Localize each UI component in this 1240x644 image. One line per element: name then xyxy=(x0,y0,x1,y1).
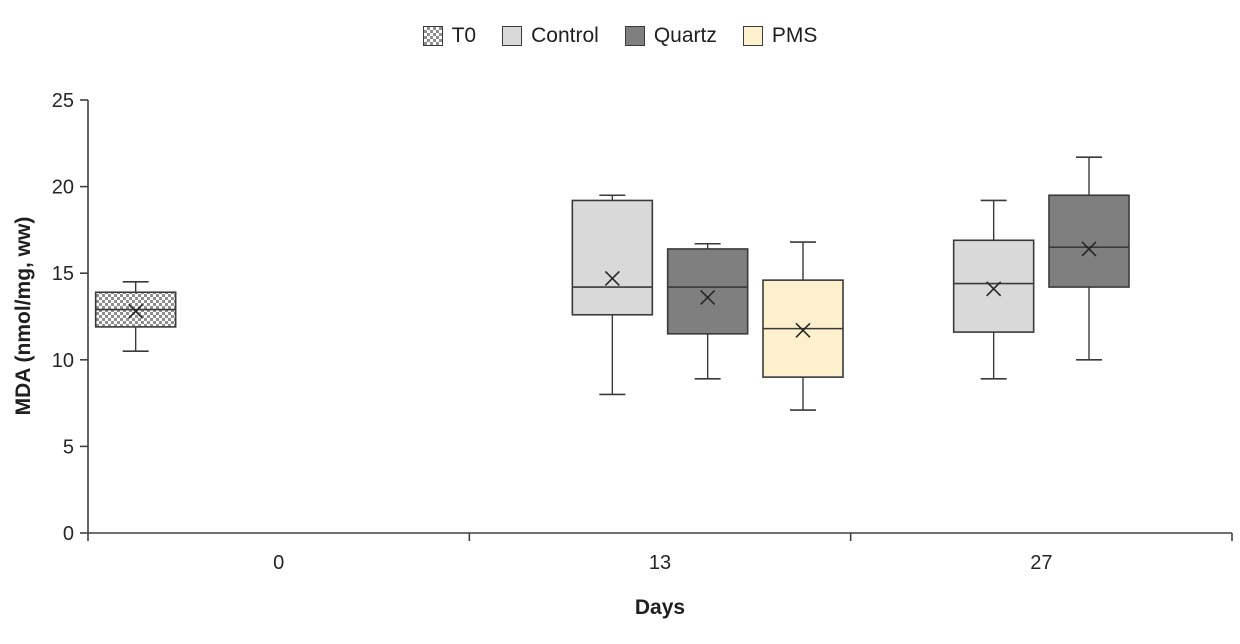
box-quartz-day-27 xyxy=(1048,156,1130,361)
x-tick-label: 0 xyxy=(273,552,284,574)
legend-label-t0: T0 xyxy=(451,24,477,47)
legend-swatch-quartz xyxy=(624,26,645,46)
legend-swatch-pms xyxy=(742,26,763,46)
y-tick-label: 25 xyxy=(52,90,74,112)
box-pms-day-13 xyxy=(762,241,844,411)
legend-label-quartz: Quartz xyxy=(653,24,717,47)
legend-item-control: Control xyxy=(502,24,599,48)
chart-legend: T0 Control Quartz PMS xyxy=(0,24,1240,48)
mean-marker-stroke xyxy=(986,281,1002,297)
box-t0-day-0 xyxy=(94,281,177,352)
mean-marker-stroke xyxy=(604,270,620,286)
x-tick-label: 13 xyxy=(649,552,671,574)
y-tick-label: 20 xyxy=(52,177,74,199)
box-rect xyxy=(666,248,749,335)
legend-label-control: Control xyxy=(531,24,599,47)
mean-marker xyxy=(986,281,1002,297)
mean-marker xyxy=(700,289,716,306)
mean-marker-stroke xyxy=(128,303,144,319)
legend-item-pms: PMS xyxy=(742,24,818,48)
x-tick-label: 27 xyxy=(1030,552,1052,574)
mean-marker-stroke xyxy=(795,322,811,338)
box-control-day-13 xyxy=(571,194,654,396)
box-rect xyxy=(952,239,1035,333)
x-axis-title: Days xyxy=(634,596,686,619)
box-rect xyxy=(1048,194,1130,288)
box-quartz-day-13 xyxy=(666,242,749,380)
box-rect xyxy=(571,199,654,316)
y-tick-label: 0 xyxy=(63,523,74,545)
legend-swatch-control xyxy=(502,26,523,46)
legend-item-quartz: Quartz xyxy=(624,24,717,48)
legend-label-pms: PMS xyxy=(771,24,818,47)
mean-marker xyxy=(604,270,620,286)
mean-marker xyxy=(128,303,144,319)
legend-swatch-t0 xyxy=(422,26,443,46)
y-tick-label: 10 xyxy=(52,350,74,372)
y-tick-label: 15 xyxy=(52,263,74,285)
legend-item-t0: T0 xyxy=(422,24,477,48)
mean-marker-stroke xyxy=(1081,241,1097,257)
box-control-day-27 xyxy=(952,199,1035,380)
mean-marker-stroke xyxy=(700,289,716,306)
y-tick-label: 5 xyxy=(63,436,74,458)
mean-marker xyxy=(1081,241,1097,257)
mean-marker xyxy=(795,322,811,338)
